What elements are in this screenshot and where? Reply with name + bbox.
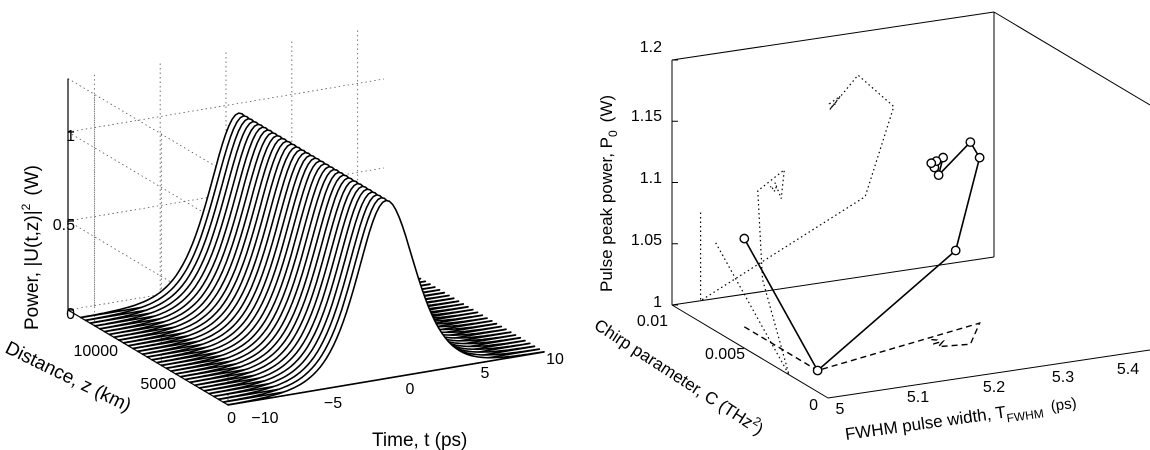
right-x-tick-label: 5.3 — [1052, 369, 1074, 386]
side-wall-projection — [715, 168, 790, 376]
left-gridline — [67, 78, 229, 174]
trajectory-projections — [699, 74, 981, 376]
left-y-tick-label: 10000 — [74, 343, 119, 360]
floor-projection — [743, 322, 981, 372]
trajectory-line — [743, 140, 981, 372]
right-z-tick-label: 1.2 — [640, 39, 662, 56]
left-z-tick-label: 0 — [66, 306, 75, 323]
left-y-tick-labels: 0 5000 10000 — [74, 343, 237, 427]
right-x-tick-label: 5.2 — [983, 379, 1005, 396]
right-z-axis-label: Pulse peak power, P0(W) — [597, 95, 620, 292]
trajectory-point — [950, 245, 961, 256]
trajectory-point — [933, 170, 944, 181]
right-y-tick-label: 0 — [809, 397, 818, 414]
right-box-edge — [671, 304, 829, 399]
right-box-edge — [993, 11, 1150, 106]
right-box-edge — [671, 256, 995, 306]
trajectory-point — [926, 158, 937, 169]
pulse-traces — [80, 112, 545, 406]
trajectory-point — [739, 233, 750, 244]
trajectory-point — [965, 137, 976, 148]
right-z-tick-label: 1.05 — [631, 232, 662, 249]
right-x-tick-label: 5 — [836, 401, 845, 418]
right-box-edge — [827, 349, 1150, 399]
left-axes — [67, 78, 545, 406]
right-x-tick-label: 5.4 — [1117, 361, 1139, 378]
trajectory-series — [739, 137, 985, 376]
left-x-tick-label: 5 — [481, 365, 490, 382]
left-z-tick-labels: 0 0.5 1 — [53, 128, 75, 323]
left-y-tick-label: 0 — [227, 410, 236, 427]
right-box-edge — [671, 11, 995, 61]
right-trajectory-plot: 1 1.05 1.1 1.15 1.2 0 0.005 0.01 5 5.1 5… — [591, 11, 1150, 448]
right-axes-box — [671, 11, 1150, 399]
pulse-trace — [227, 199, 545, 406]
left-z-axis-label: Power, |U(t,z)|2(W) — [19, 165, 43, 330]
left-surface-plot: 0 0.5 1 0 5000 10000 −10 −5 0 5 10 Power… — [2, 30, 564, 450]
right-x-axis-label: FWHM pulse width, TFWHM(ps) — [844, 393, 1078, 448]
left-x-axis — [227, 351, 545, 406]
left-x-tick-labels: −10 −5 0 5 10 — [251, 351, 564, 427]
left-y-tick-label: 5000 — [140, 376, 176, 393]
left-gridline — [67, 78, 385, 133]
left-x-tick-label: −5 — [324, 395, 342, 412]
left-z-tick-label: 0.5 — [53, 217, 75, 234]
trajectory-point — [812, 365, 823, 376]
right-z-tick-labels: 1 1.05 1.1 1.15 1.2 — [631, 39, 662, 311]
left-x-axis-label: Time, t (ps) — [372, 430, 467, 450]
right-z-tick-label: 1.15 — [631, 108, 662, 125]
left-z-tick-label: 1 — [66, 128, 75, 145]
right-z-tick-label: 1.1 — [640, 170, 662, 187]
right-y-tick-label: 0.005 — [705, 346, 745, 363]
left-y-axis — [67, 309, 229, 406]
left-x-tick-label: 10 — [546, 351, 564, 368]
left-x-tick-label: 0 — [406, 381, 415, 398]
right-y-tick-label: 0.01 — [637, 313, 668, 330]
right-x-tick-labels: 5 5.1 5.2 5.3 5.4 — [836, 361, 1140, 418]
right-y-axis-label: Chirp parameter, C (THz2) — [591, 313, 769, 439]
left-x-tick-label: −10 — [251, 410, 278, 427]
right-x-tick-label: 5.1 — [907, 389, 929, 406]
right-y-tick-labels: 0 0.005 0.01 — [637, 313, 818, 414]
right-z-tick-label: 1 — [653, 294, 662, 311]
trajectory-point — [974, 152, 985, 163]
